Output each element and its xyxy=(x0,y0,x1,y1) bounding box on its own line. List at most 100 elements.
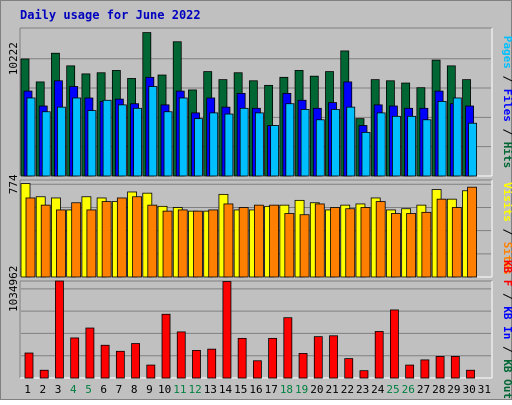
bar-pages-day-9 xyxy=(148,86,158,177)
x-tick-label: 14 xyxy=(219,383,233,396)
bar-kb-f-day-25 xyxy=(390,309,399,379)
bar-kb-f-day-24 xyxy=(374,331,384,379)
legend-separator: / xyxy=(501,339,512,359)
x-tick-label: 3 xyxy=(55,383,62,396)
bar-sites-day-27 xyxy=(421,211,432,278)
bar-sites-day-3 xyxy=(56,209,66,278)
legend-hits: Hits xyxy=(501,142,512,169)
bar-pages-day-7 xyxy=(117,104,127,177)
bar-kb-f-day-14 xyxy=(222,281,232,379)
bar-pages-day-5 xyxy=(87,110,97,177)
bar-kb-f-day-11 xyxy=(176,331,186,379)
bar-pages-day-14 xyxy=(224,113,234,177)
right-legend: KB F / KB In / KB Out xyxy=(501,260,512,399)
bar-kb-f-day-19 xyxy=(298,353,308,379)
x-tick-label: 28 xyxy=(432,383,445,396)
bar-sites-day-26 xyxy=(406,213,417,278)
right-legend: Pages / Files / Hits xyxy=(501,36,512,169)
bar-kb-f-day-30 xyxy=(466,369,475,379)
x-tick-label: 31 xyxy=(478,383,491,396)
legend-kb-f: KB F xyxy=(501,260,512,287)
bar-pages-day-21 xyxy=(331,109,340,177)
legend-kb-out: KB Out xyxy=(501,359,512,399)
bar-kb-f-day-26 xyxy=(405,364,415,379)
bar-pages-day-3 xyxy=(57,106,66,177)
bar-pages-day-30 xyxy=(468,122,477,177)
bar-sites-day-21 xyxy=(330,207,340,278)
bar-kb-f-day-15 xyxy=(237,337,247,379)
bar-sites-day-30 xyxy=(467,186,477,278)
legend-sites: Sites xyxy=(501,242,512,275)
bar-sites-day-10 xyxy=(162,210,173,278)
bar-pages-day-4 xyxy=(72,97,82,177)
y-tick-label: 774 xyxy=(7,174,20,194)
bar-sites-day-17 xyxy=(269,204,280,278)
bar-kb-f-day-27 xyxy=(420,359,430,379)
x-tick-label: 18 xyxy=(280,383,293,396)
panel-top: 10222 Pages / Files / Hits xyxy=(7,27,512,177)
bar-pages-day-29 xyxy=(452,97,462,177)
bar-pages-day-18 xyxy=(285,103,295,177)
legend-files: Files xyxy=(501,89,512,122)
bar-sites-day-9 xyxy=(147,204,158,278)
bar-pages-day-23 xyxy=(361,132,371,177)
bar-pages-day-8 xyxy=(133,107,142,177)
bar-kb-f-day-1 xyxy=(24,352,34,379)
bar-sites-day-11 xyxy=(177,209,188,278)
x-tick-label: 13 xyxy=(204,383,217,396)
x-tick-label: 26 xyxy=(402,383,415,396)
bar-sites-day-7 xyxy=(116,197,127,278)
bar-kb-f-day-6 xyxy=(100,344,110,379)
x-tick-label: 9 xyxy=(146,383,153,396)
bar-kb-f-day-12 xyxy=(192,350,201,379)
bar-sites-day-19 xyxy=(299,214,310,278)
bar-pages-day-2 xyxy=(41,111,51,177)
bar-sites-day-6 xyxy=(101,201,112,278)
bar-sites-day-22 xyxy=(345,208,356,278)
panel-middle: 774 Visits / Sites xyxy=(7,174,512,278)
legend-kb-in: KB In xyxy=(501,306,512,339)
x-tick-label: 20 xyxy=(310,383,323,396)
bar-pages-day-1 xyxy=(26,97,36,177)
bar-sites-day-1 xyxy=(25,197,36,278)
right-legend: Visits / Sites xyxy=(501,182,512,275)
x-tick-label: 22 xyxy=(341,383,354,396)
bar-sites-day-12 xyxy=(193,210,203,278)
bar-pages-day-17 xyxy=(270,125,280,177)
bar-pages-day-10 xyxy=(163,111,173,177)
bar-pages-day-13 xyxy=(209,112,219,177)
bar-sites-day-23 xyxy=(360,207,371,278)
bar-kb-f-day-8 xyxy=(131,343,140,379)
bar-kb-f-day-22 xyxy=(344,358,354,379)
x-tick-label: 16 xyxy=(249,383,262,396)
x-tick-label: 24 xyxy=(371,383,385,396)
bar-kb-f-day-18 xyxy=(283,317,293,379)
bar-pages-day-26 xyxy=(407,115,417,177)
x-axis-labels: 1 2 3 4 5 6 7 8 9 10 11 12 13 14 15 16 17 18 19 20 21 22 23 24 2… xyxy=(24,383,491,396)
x-tick-label: 25 xyxy=(386,383,399,396)
bar-kb-f-day-9 xyxy=(146,364,156,379)
bar-sites-day-25 xyxy=(391,213,401,278)
y-tick-label: 1034962 xyxy=(7,266,20,312)
x-tick-label: 4 xyxy=(70,383,77,396)
bar-sites-day-20 xyxy=(314,203,325,278)
x-tick-label: 7 xyxy=(116,383,123,396)
bar-pages-day-28 xyxy=(437,101,447,177)
bar-kb-f-day-3 xyxy=(55,280,64,379)
x-tick-label: 19 xyxy=(295,383,308,396)
bar-kb-f-day-21 xyxy=(329,335,338,379)
bar-pages-day-12 xyxy=(194,118,203,177)
bar-sites-day-29 xyxy=(451,207,462,278)
x-tick-label: 29 xyxy=(447,383,460,396)
legend-separator: / xyxy=(501,122,512,142)
legend-separator: / xyxy=(501,69,512,89)
x-tick-label: 1 xyxy=(24,383,31,396)
bar-sites-day-8 xyxy=(132,196,142,278)
bar-sites-day-28 xyxy=(436,198,447,278)
bar-pages-day-16 xyxy=(254,112,264,177)
bar-kb-f-day-5 xyxy=(85,327,95,379)
bar-kb-f-day-29 xyxy=(450,356,460,379)
legend-separator: / xyxy=(501,222,512,242)
